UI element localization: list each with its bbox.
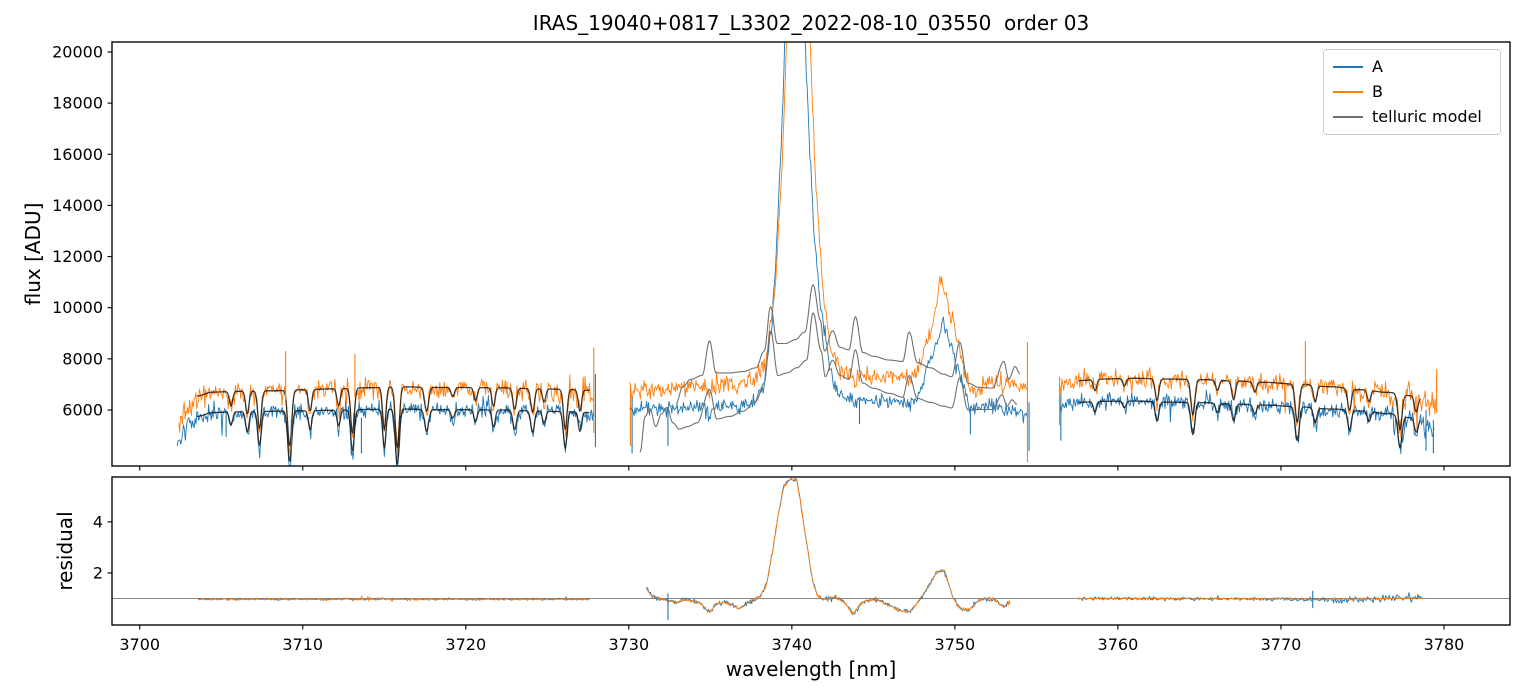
legend-label-a: A — [1372, 56, 1383, 76]
svg-text:20000: 20000 — [52, 42, 103, 61]
svg-text:16000: 16000 — [52, 145, 103, 164]
svg-text:3770: 3770 — [1261, 635, 1302, 654]
legend-line-b-icon — [1333, 90, 1363, 93]
svg-text:3730: 3730 — [608, 635, 649, 654]
plot-title: IRAS_19040+0817_L3302_2022-08-10_03550 o… — [532, 11, 1090, 35]
svg-text:4: 4 — [93, 512, 103, 531]
svg-text:12000: 12000 — [52, 247, 103, 266]
x-axis-label: wavelength [nm] — [725, 657, 897, 681]
svg-text:3710: 3710 — [282, 635, 323, 654]
legend-box: A B telluric model — [1323, 49, 1501, 135]
legend-label-b: B — [1372, 81, 1383, 101]
svg-text:6000: 6000 — [62, 400, 103, 419]
legend-line-telluric-icon — [1333, 116, 1363, 119]
svg-text:3780: 3780 — [1424, 635, 1465, 654]
legend-item-b: B — [1324, 80, 1500, 104]
svg-text:3700: 3700 — [119, 635, 160, 654]
svg-text:3760: 3760 — [1098, 635, 1139, 654]
legend-label-telluric: telluric model — [1372, 107, 1482, 127]
legend-line-a-icon — [1333, 65, 1363, 68]
flux-axis-label: flux [ADU] — [21, 202, 45, 306]
residual-axis-label: residual — [53, 511, 77, 591]
svg-text:2: 2 — [93, 563, 103, 582]
legend-item-telluric: telluric model — [1324, 105, 1500, 129]
legend-item-a: A — [1324, 55, 1500, 79]
svg-text:10000: 10000 — [52, 298, 103, 317]
svg-text:3720: 3720 — [445, 635, 486, 654]
svg-text:18000: 18000 — [52, 94, 103, 113]
svg-text:14000: 14000 — [52, 196, 103, 215]
svg-text:8000: 8000 — [62, 349, 103, 368]
svg-text:3750: 3750 — [935, 635, 976, 654]
svg-text:3740: 3740 — [771, 635, 812, 654]
